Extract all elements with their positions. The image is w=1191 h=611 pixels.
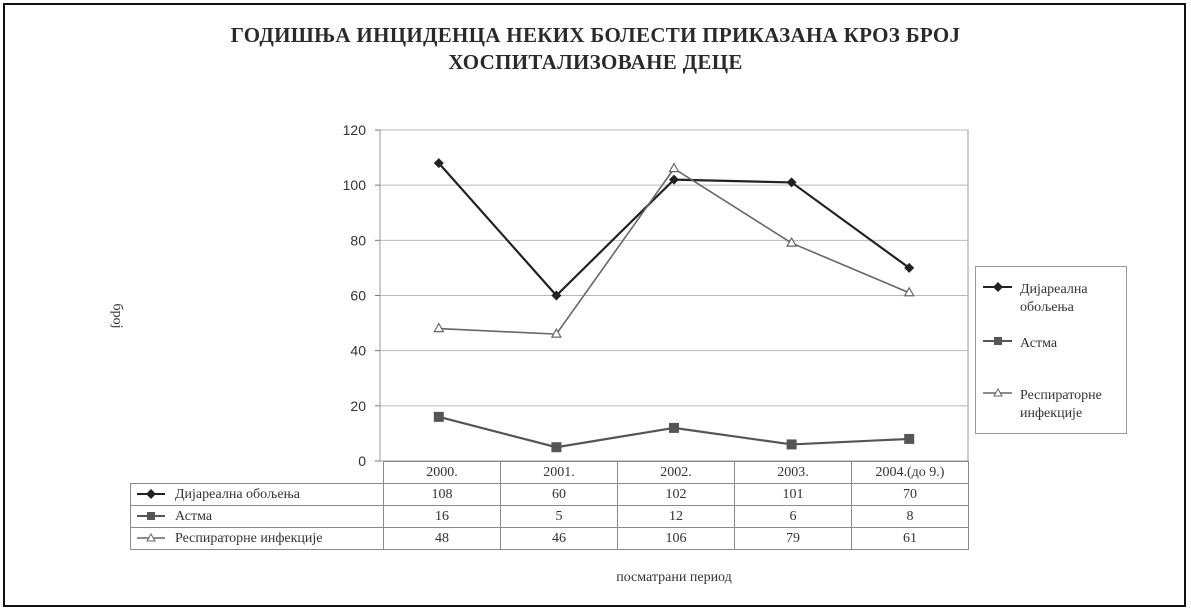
y-tick-label: 20 xyxy=(350,398,366,414)
legend-label-respiratory-2: инфекције xyxy=(1020,406,1083,421)
category-label: 2002. xyxy=(617,461,735,484)
x-axis-label: посматрани период xyxy=(616,570,732,585)
table-cell: 102 xyxy=(617,483,735,506)
data-point xyxy=(433,158,444,169)
legend-label-asthma: Астма xyxy=(1020,336,1058,351)
y-tick-label: 80 xyxy=(350,232,366,248)
legend-item-asthma: Астма xyxy=(980,335,1120,355)
data-point xyxy=(786,439,797,450)
data-table-row: Дијареална обољења 108 60 102 101 70 xyxy=(130,483,969,506)
y-axis-label: број xyxy=(109,303,125,329)
data-point xyxy=(669,422,679,433)
category-label: 2000. xyxy=(383,461,501,484)
table-cell: 8 xyxy=(851,505,969,528)
table-row-label: Респираторне инфекције xyxy=(175,530,323,546)
chart-title: ГОДИШЊА ИНЦИДЕНЦА НЕКИХ БОЛЕСТИ ПРИКАЗАН… xyxy=(0,22,1191,76)
table-cell: 106 xyxy=(617,527,735,550)
chart-title-line-1: ГОДИШЊА ИНЦИДЕНЦА НЕКИХ БОЛЕСТИ ПРИКАЗАН… xyxy=(230,23,961,47)
data-point xyxy=(903,286,915,297)
legend-item-diarrheal: Дијареална обољења xyxy=(980,281,1120,317)
legend-symbol-triangle xyxy=(983,387,1012,397)
data-point xyxy=(669,174,679,185)
y-tick-label: 40 xyxy=(350,343,366,359)
data-point xyxy=(786,236,798,247)
data-table-header-row: 2000. 2001. 2002. 2003. 2004.(до 9.) xyxy=(130,461,969,484)
data-point xyxy=(550,327,562,338)
category-label: 2001. xyxy=(500,461,618,484)
table-symbol-square xyxy=(137,512,165,521)
table-cell: 79 xyxy=(734,527,852,550)
table-row-label: Дијареална обољења xyxy=(175,486,300,502)
table-cell: 16 xyxy=(383,505,501,528)
data-point xyxy=(904,262,915,273)
y-tick-label: 60 xyxy=(350,288,366,304)
data-point xyxy=(551,290,562,301)
table-cell: 12 xyxy=(617,505,735,528)
table-row-label: Астма xyxy=(175,508,213,524)
chart-title-line-2: ХОСПИТАЛИЗОВАНЕ ДЕЦЕ xyxy=(448,50,743,74)
data-point xyxy=(668,162,680,173)
table-cell: 108 xyxy=(383,483,501,506)
table-cell: 46 xyxy=(500,527,618,550)
legend-symbol-square xyxy=(983,337,1012,345)
legend-label-respiratory-1: Респираторне xyxy=(1020,388,1102,403)
table-cell: 48 xyxy=(383,527,501,550)
data-table-row: Астма 16 5 12 6 8 xyxy=(130,505,969,528)
data-table-row: Респираторне инфекције 48 46 106 79 61 xyxy=(130,527,969,550)
table-cell: 70 xyxy=(851,483,969,506)
legend: Дијареална обољења Астма Респираторне ин… xyxy=(975,266,1127,434)
table-cell: 60 xyxy=(500,483,618,506)
y-tick-label: 100 xyxy=(343,177,367,193)
legend-symbol-diamond xyxy=(983,282,1012,292)
table-cell: 61 xyxy=(851,527,969,550)
legend-label-diarrheal-2: обољења xyxy=(1020,300,1074,315)
data-point xyxy=(433,411,444,422)
table-cell: 101 xyxy=(734,483,852,506)
y-tick-label: 120 xyxy=(343,122,367,138)
legend-item-respiratory: Респираторне инфекције xyxy=(980,387,1120,423)
data-point xyxy=(904,433,915,444)
category-label: 2003. xyxy=(734,461,852,484)
category-label: 2004.(до 9.) xyxy=(851,461,969,484)
table-symbol-diamond xyxy=(137,489,165,500)
legend-label-diarrheal-1: Дијареална xyxy=(1020,282,1088,297)
y-tick-label: 0 xyxy=(358,453,366,469)
table-cell: 5 xyxy=(500,505,618,528)
table-symbol-triangle xyxy=(137,533,165,542)
table-cell: 6 xyxy=(734,505,852,528)
data-point xyxy=(433,322,445,333)
data-table: 2000. 2001. 2002. 2003. 2004.(до 9.) Диј… xyxy=(130,461,969,550)
data-point xyxy=(551,442,562,453)
data-point xyxy=(786,177,797,188)
